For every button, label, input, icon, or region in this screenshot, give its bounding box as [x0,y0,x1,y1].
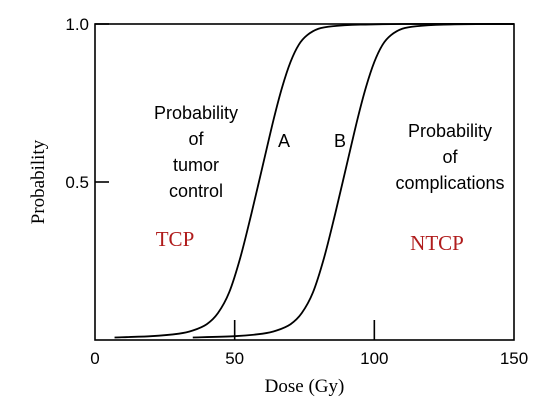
y-tick-label: 0.5 [65,173,89,192]
x-axis-ticks: 0 50 100 150 [90,349,528,368]
curve-a-label: A [278,131,290,151]
x-tick-label: 100 [360,349,388,368]
ntcp-desc-line-2: of [442,147,458,167]
x-tick-label: 0 [90,349,99,368]
tcp-desc-line-3: tumor [173,155,219,175]
tcp-desc-line-1: Probability [154,103,238,123]
ntcp-description: Probability of complications [395,121,504,193]
curve-b-label: B [334,131,346,151]
curves [114,23,515,339]
x-tick-label: 150 [500,349,528,368]
y-axis-label: Probability [28,139,49,224]
dose-marker-ticks [233,320,376,340]
ntcp-label: NTCP [410,231,464,255]
x-axis-label: Dose (Gy) [265,376,345,397]
curve-a [114,23,515,339]
curve-b [192,23,515,339]
y-axis-ticks: 0.5 1.0 [65,15,109,192]
tcp-description: Probability of tumor control [154,103,238,201]
tcp-desc-line-2: of [188,129,204,149]
tcp-label: TCP [156,227,195,251]
ntcp-desc-line-3: complications [395,173,504,193]
x-tick-label: 50 [225,349,244,368]
ntcp-desc-line-1: Probability [408,121,492,141]
y-tick-label: 1.0 [65,15,89,34]
tcp-desc-line-4: control [169,181,223,201]
